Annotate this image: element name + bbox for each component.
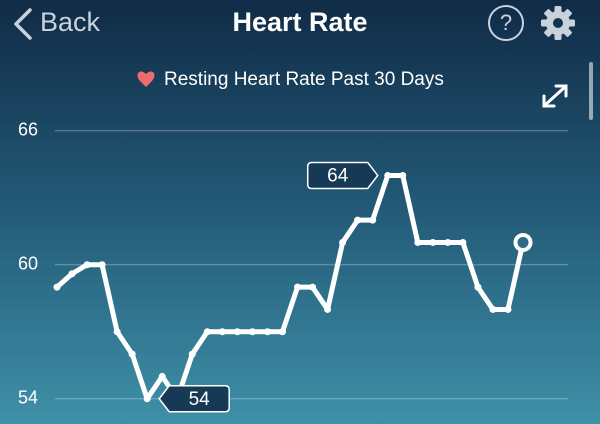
point — [324, 305, 332, 313]
chart-title: Resting Heart Rate Past 30 Days — [164, 69, 444, 90]
point — [309, 283, 317, 291]
y-tick-label: 60 — [18, 254, 38, 274]
back-chevron[interactable] — [14, 8, 32, 40]
point — [98, 261, 106, 269]
point — [399, 171, 407, 179]
point — [278, 328, 286, 336]
point — [128, 350, 136, 358]
point — [113, 328, 121, 336]
point — [294, 283, 302, 291]
point — [143, 395, 151, 403]
point — [474, 283, 482, 291]
point — [459, 238, 467, 246]
point — [384, 171, 392, 179]
help-circle[interactable] — [488, 5, 524, 41]
point — [504, 305, 512, 313]
point — [429, 238, 437, 246]
last-point — [513, 232, 533, 252]
point — [489, 305, 497, 313]
scrollbar — [589, 62, 593, 120]
gear-hole[interactable] — [553, 18, 563, 28]
point — [68, 270, 76, 278]
point — [339, 238, 347, 246]
help-button[interactable]: ? — [488, 5, 524, 41]
point — [369, 216, 377, 224]
point — [83, 261, 91, 269]
help-label[interactable]: ? — [500, 10, 512, 35]
header-title: Heart Rate — [232, 7, 367, 37]
expand-icon[interactable] — [542, 84, 568, 108]
point — [444, 238, 452, 246]
point — [414, 238, 422, 246]
point — [233, 328, 241, 336]
point — [158, 372, 166, 380]
back-button[interactable]: Back — [14, 7, 101, 40]
settings-button[interactable] — [541, 6, 575, 40]
heart-icon — [137, 71, 155, 87]
y-tick-label: 66 — [18, 120, 38, 140]
callout — [158, 385, 230, 413]
point — [203, 328, 211, 336]
callout — [306, 161, 379, 190]
value-label: 54 — [189, 389, 211, 410]
point — [188, 350, 196, 358]
back-label[interactable]: Back — [40, 7, 101, 37]
point — [263, 328, 271, 336]
point — [248, 328, 256, 336]
point — [218, 328, 226, 336]
point — [53, 283, 61, 291]
y-tick-label: 54 — [18, 388, 38, 408]
point — [354, 216, 362, 224]
value-label: 64 — [327, 165, 349, 186]
